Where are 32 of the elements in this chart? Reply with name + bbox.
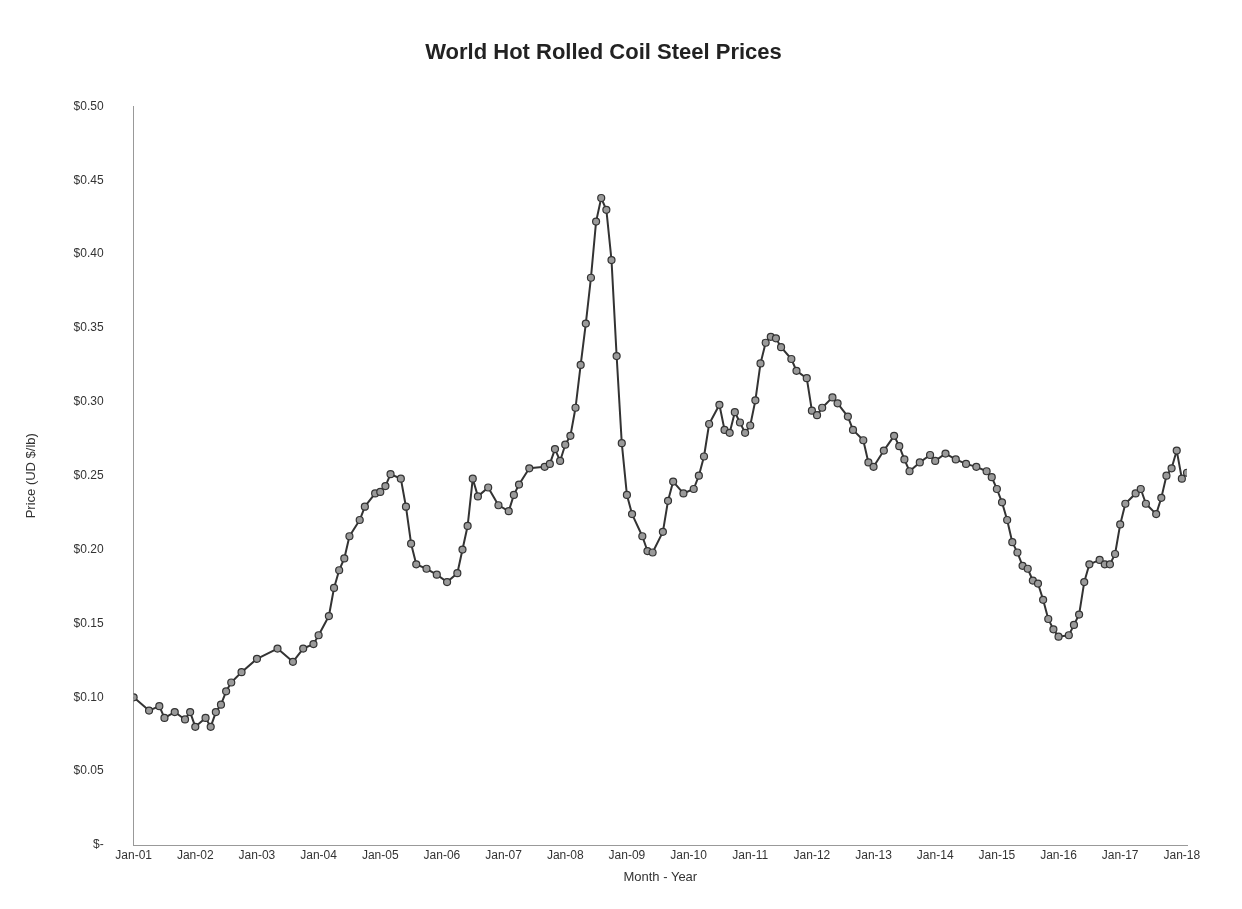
x-tick-label: Jan-07 xyxy=(485,847,523,862)
x-tick-label: Jan-18 xyxy=(1163,847,1201,862)
x-tick-label: Jan-04 xyxy=(300,847,338,862)
y-tick-label: $- xyxy=(92,837,104,852)
x-tick-label: Jan-09 xyxy=(608,847,646,862)
x-axis-title: Month - Year xyxy=(623,868,698,884)
y-tick-label: $0.50 xyxy=(73,98,104,113)
x-tick-label: Jan-01 xyxy=(115,847,153,862)
y-tick-label: $0.20 xyxy=(73,541,104,556)
x-tick-label: Jan-16 xyxy=(1040,847,1078,862)
y-tick-label: $0.40 xyxy=(73,246,104,261)
y-tick-label: $0.05 xyxy=(73,763,104,778)
y-tick-label: $0.30 xyxy=(73,394,104,409)
x-tick-label: Jan-14 xyxy=(916,847,954,862)
x-tick-label: Jan-06 xyxy=(423,847,461,862)
x-tick-label: Jan-03 xyxy=(238,847,276,862)
y-tick-label: $0.15 xyxy=(73,615,104,630)
x-tick-label: Jan-17 xyxy=(1101,847,1139,862)
chart-title: World Hot Rolled Coil Steel Prices xyxy=(425,39,782,65)
x-tick-label: Jan-12 xyxy=(793,847,831,862)
y-tick-label: $0.35 xyxy=(73,320,104,335)
y-tick-label: $0.45 xyxy=(73,172,104,187)
y-axis-title: Price (UD $/lb) xyxy=(23,433,39,519)
x-tick-label: Jan-13 xyxy=(855,847,893,862)
x-tick-label: Jan-05 xyxy=(361,847,399,862)
x-tick-label: Jan-11 xyxy=(732,847,769,862)
x-tick-label: Jan-02 xyxy=(176,847,214,862)
x-tick-label: Jan-15 xyxy=(978,847,1016,862)
y-tick-label: $0.25 xyxy=(73,468,104,483)
x-tick-label: Jan-08 xyxy=(546,847,584,862)
x-tick-label: Jan-10 xyxy=(670,847,708,862)
y-tick-label: $0.10 xyxy=(73,689,104,704)
